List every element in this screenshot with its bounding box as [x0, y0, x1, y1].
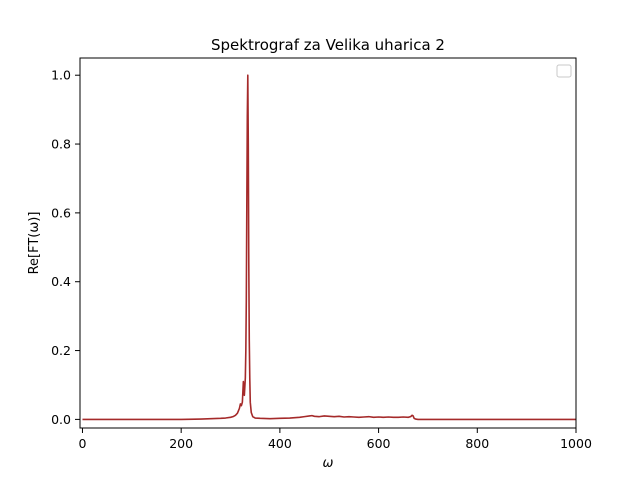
y-tick-label: 0.6	[51, 205, 71, 220]
x-tick-label: 800	[465, 436, 489, 451]
x-axis-label: ω	[323, 456, 334, 471]
legend	[556, 64, 572, 78]
x-tick-label: 0	[78, 436, 86, 451]
y-tick-label: 0.8	[51, 137, 71, 152]
x-tick-label: 200	[169, 436, 193, 451]
x-tick-label: 600	[367, 436, 391, 451]
plot-area	[80, 58, 576, 428]
spectrum-line	[82, 74, 576, 421]
x-tick-label: 400	[268, 436, 292, 451]
y-tick-label: 0.2	[51, 343, 71, 358]
tick-layer: 0 200 400 600 800 1000 0.0 0.2 0.4 0.6 0.8 1.0	[51, 68, 592, 451]
y-tick-label: 0.0	[51, 412, 71, 427]
x-tick-label: 1000	[560, 436, 592, 451]
y-tick-label: 0.4	[51, 274, 71, 289]
y-axis-label: Re[FT(ω)]	[27, 212, 42, 275]
series-layer	[82, 74, 576, 421]
y-tick-label: 1.0	[51, 68, 71, 83]
chart-title: Spektrograf za Velika uharica 2	[211, 36, 445, 54]
legend-frame	[556, 64, 572, 78]
plot-frame	[79, 57, 577, 429]
